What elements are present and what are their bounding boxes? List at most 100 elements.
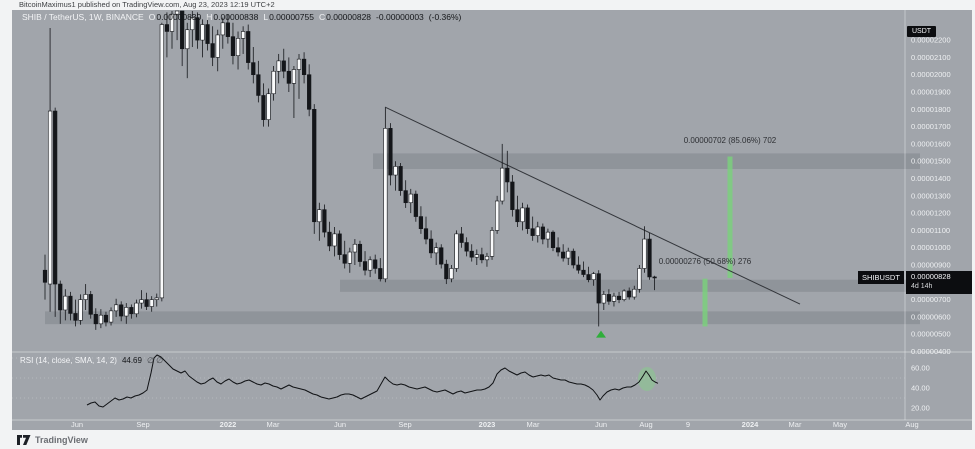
rsi-indicator-legend[interactable]: RSI (14, close, SMA, 14, 2) 44.69 ∅ ∅ [20, 356, 163, 366]
candle-up [449, 268, 454, 280]
candle-down [301, 58, 307, 76]
measurement-lines [702, 156, 733, 327]
candle-up [169, 13, 175, 32]
candle-down [103, 314, 109, 323]
candle-up [296, 58, 302, 70]
time-tick-label: Aug [905, 420, 918, 429]
candle-down [230, 36, 236, 56]
price-tick-label: 0.00001600 [911, 139, 951, 148]
candle-up [241, 31, 246, 39]
candle-up [215, 34, 220, 58]
candle-up [98, 314, 103, 325]
price-tick-label: 0.00001500 [911, 157, 951, 166]
candle-down [525, 207, 530, 229]
rsi-tick-label: 40.00 [911, 384, 930, 393]
candle-down [515, 209, 520, 223]
low-value: 0.00000755 [269, 12, 314, 22]
candle-down [606, 294, 611, 302]
symbol-legend[interactable]: SHIB / TetherUS, 1W, BINANCE O 0.00000830… [22, 12, 461, 23]
candle-down [571, 250, 576, 266]
time-tick-label: 9 [686, 420, 690, 429]
high-value: 0.00000838 [213, 12, 259, 22]
candle-up [108, 310, 114, 323]
candle-down [88, 294, 93, 315]
candle-down [327, 231, 332, 247]
candle-down [444, 263, 449, 280]
low-label: L [263, 12, 269, 22]
price-tick-label: 0.00001800 [911, 105, 951, 114]
candle-down [428, 238, 434, 254]
symbol-title: SHIB / TetherUS, 1W, BINANCE [22, 12, 144, 22]
candle-down [373, 259, 378, 269]
chart-panel [12, 10, 972, 430]
candle-up [535, 226, 540, 236]
upper-resistance-zone [373, 153, 920, 169]
rsi-legend-title: RSI (14, close, SMA, 14, 2) [20, 356, 117, 365]
candle-down [53, 110, 58, 285]
price-tick-label: 0.00000500 [911, 330, 951, 339]
time-tick-label: Sep [136, 420, 149, 429]
candle-down [42, 269, 48, 283]
candle-up [489, 230, 495, 257]
candle-down [505, 167, 510, 183]
currency-toggle-badge[interactable]: USDT [907, 26, 937, 37]
candles-layer [42, 10, 657, 330]
footer-brand-text: TradingView [35, 435, 88, 445]
candle-down [586, 274, 591, 281]
price-tick-label: 0.00000600 [911, 312, 951, 321]
last-price-chip[interactable]: 0.00000828 4d 14h [906, 271, 972, 294]
candle-up [611, 295, 617, 302]
candle-up [500, 167, 505, 202]
candle-up [139, 299, 144, 304]
time-tick-label: 2024 [742, 420, 760, 429]
upside-measurement-label[interactable]: 0.00000702 (85.06%) 702 [683, 136, 777, 145]
time-tick-label: Jun [71, 420, 83, 429]
candle-up [352, 243, 357, 253]
candle-up [154, 297, 159, 300]
candle-down [205, 24, 210, 44]
candle-down [93, 314, 98, 325]
candle-up [124, 307, 129, 317]
candle-down [180, 10, 185, 50]
lower-support-zone [45, 311, 920, 325]
axis-labels: 0.00002200 0.00002100 0.00002000 0.00001900… [71, 36, 951, 429]
footer-brand[interactable]: TradingView [17, 435, 88, 445]
candle-down [73, 313, 78, 321]
measurement-band [702, 278, 708, 327]
last-price-symbol-chip[interactable]: SHIBUSDT [858, 271, 904, 284]
candle-down [246, 31, 251, 63]
downside-measurement-label[interactable]: 0.00000276 (50.68%) 276 [658, 257, 752, 266]
candle-up [545, 231, 551, 240]
descending-trendline [384, 106, 801, 305]
change-percent: (-0.36%) [428, 12, 462, 22]
candle-up [520, 207, 525, 223]
candle-down [652, 276, 657, 279]
candle-up [383, 128, 388, 280]
price-tick-label: 0.00000400 [911, 347, 951, 356]
candle-up [393, 166, 398, 176]
price-tick-label: 0.00001400 [911, 174, 951, 183]
time-tick-label: 2022 [220, 420, 237, 429]
rsi-hidden-series: ∅ ∅ [146, 356, 164, 365]
candle-down [261, 95, 266, 120]
time-tick-label: Jun [334, 420, 346, 429]
candle-up [622, 290, 627, 300]
publish-attribution: BitcoinMaximus1 published on TradingView… [19, 0, 275, 9]
candle-up [332, 233, 337, 247]
time-tick-label: Mar [527, 420, 540, 429]
candle-down [388, 128, 393, 176]
price-tick-label: 0.00002200 [911, 36, 951, 45]
candle-up [317, 209, 322, 223]
candle-up [114, 304, 119, 312]
candle-down [616, 295, 622, 300]
candle-down [342, 254, 347, 264]
close-label: C [318, 12, 326, 22]
candle-up [276, 60, 281, 72]
time-tick-label: May [833, 420, 847, 429]
candle-down [362, 261, 368, 271]
candle-down [307, 74, 312, 110]
swing-low-marker [596, 330, 606, 338]
rsi-line [86, 354, 659, 408]
